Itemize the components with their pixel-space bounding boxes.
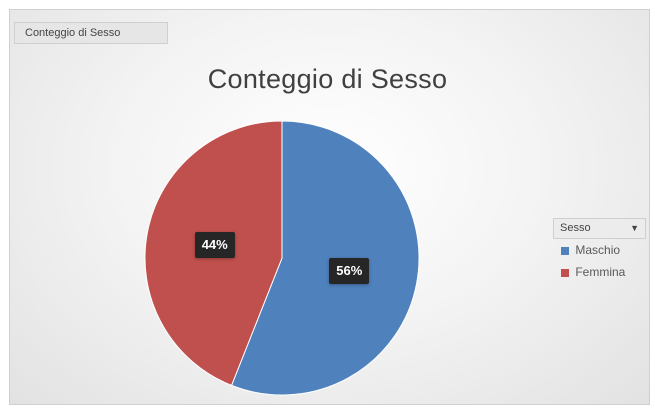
legend: Sesso ▼ Maschio Femmina: [553, 218, 646, 283]
data-label-femmina: 44%: [194, 232, 235, 259]
legend-label-femmina: Femmina: [575, 265, 626, 279]
legend-item-maschio[interactable]: Maschio: [553, 239, 646, 261]
dropdown-arrow-icon: ▼: [630, 223, 639, 233]
data-label-maschio: 56%: [329, 257, 370, 284]
legend-swatch-maschio: [561, 246, 569, 255]
legend-item-femmina[interactable]: Femmina: [553, 261, 646, 283]
legend-title: Sesso: [560, 222, 591, 234]
pie-slice-maschio[interactable]: [230, 120, 420, 396]
legend-filter-button[interactable]: Sesso ▼: [553, 218, 646, 239]
legend-label-maschio: Maschio: [575, 243, 621, 257]
chart-title: Conteggio di Sesso: [207, 64, 448, 94]
legend-swatch-femmina: [561, 268, 569, 277]
field-button-conteggio[interactable]: Conteggio di Sesso: [14, 22, 168, 44]
